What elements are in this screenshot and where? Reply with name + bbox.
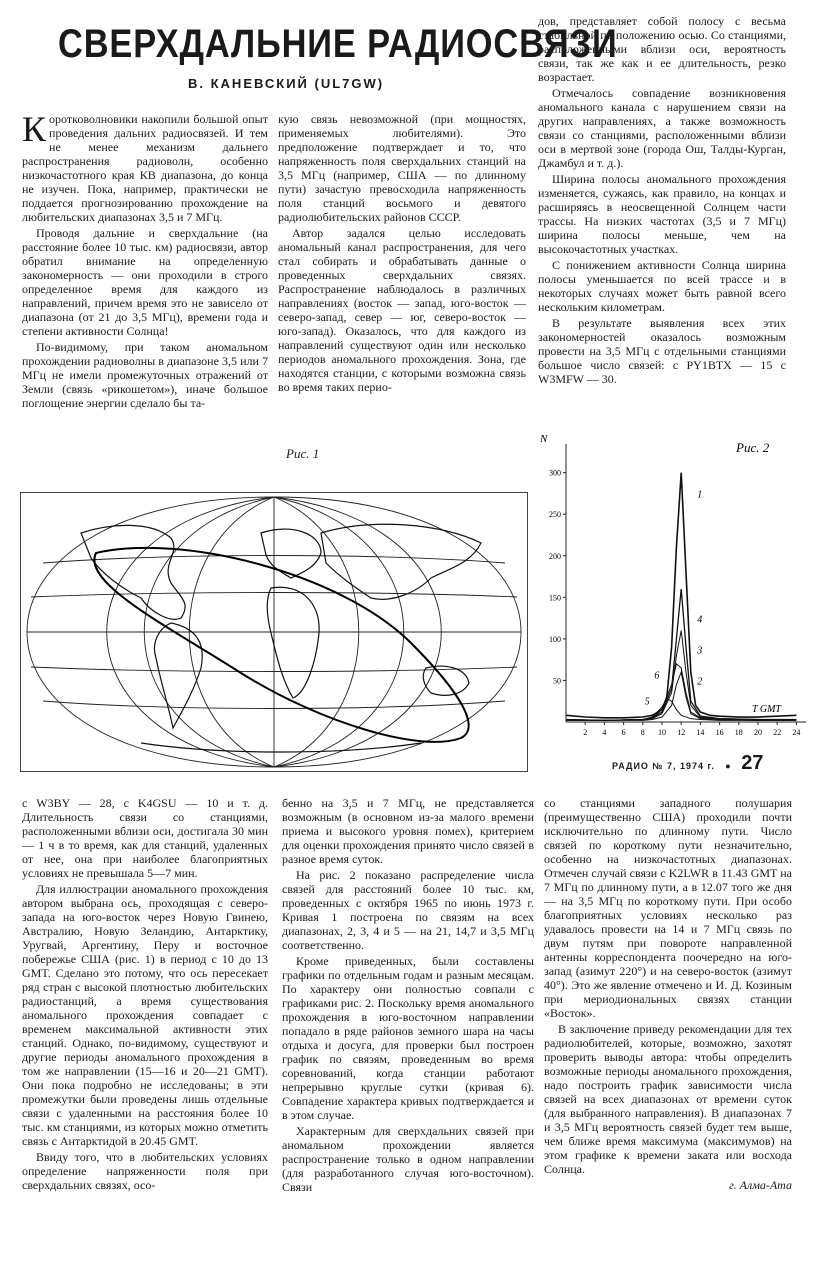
paragraph: В результате выявления всех этих законом… [538, 316, 786, 386]
paragraph: Автор задался целью исследовать аномальн… [278, 226, 526, 394]
series-line-1 [565, 472, 797, 719]
figure-1-caption: Рис. 1 [286, 446, 320, 461]
paragraph: По-видимому, при таком аномальном прохож… [22, 340, 268, 410]
page-footer: РАДИО № 7, 1974 г. ● 27 [612, 752, 763, 775]
x-axis-label: T GMT [752, 704, 782, 715]
y-axis-label: N [539, 433, 548, 445]
world-map-svg [26, 496, 522, 768]
x-tick-label: 16 [716, 728, 724, 737]
page-number: 27 [741, 752, 764, 774]
paragraph: дов, представляет собой полосу с весьма … [538, 14, 786, 84]
paragraph: с W3BY — 28, с K4GSU — 10 и т. д. Длител… [22, 796, 268, 880]
paragraph: кую связь невозможной (при мощностях, пр… [278, 112, 526, 224]
bullet-icon: ● [725, 761, 731, 771]
series-label: 5 [645, 697, 650, 708]
series-label: 4 [697, 614, 702, 625]
figure-2-caption: Рис. 2 [735, 440, 770, 455]
x-tick-label: 2 [583, 728, 587, 737]
x-tick-label: 6 [622, 728, 626, 737]
x-tick-label: 10 [658, 728, 666, 737]
x-tick-label: 22 [773, 728, 781, 737]
paragraph: Кроме приведенных, были составлены графи… [282, 954, 534, 1122]
y-tick-label: 100 [549, 635, 561, 644]
paragraph: бенно на 3,5 и 7 МГц, не представляется … [282, 796, 534, 866]
y-tick-label: 50 [553, 676, 561, 685]
x-tick-label: 20 [754, 728, 762, 737]
paragraph: На рис. 2 показано распределение числа с… [282, 868, 534, 952]
paragraph: Отмечалось совпадение возникновения аном… [538, 86, 786, 170]
paragraph: С понижением активности Солнца ширина по… [538, 258, 786, 314]
article-title: СВЕРХДАЛЬНИЕ РАДИОСВЯЗИ [58, 22, 618, 66]
paragraph: Для иллюстрации аномального прохождения … [22, 882, 268, 1148]
x-tick-label: 12 [677, 728, 685, 737]
column-6: со станциями западного полушария (преиму… [544, 796, 792, 1252]
series-label: 2 [697, 677, 702, 688]
figure-1-map [20, 492, 528, 772]
column-4: с W3BY — 28, с K4GSU — 10 и т. д. Длител… [22, 796, 268, 1244]
magazine-info: РАДИО № 7, 1974 г. [612, 761, 715, 771]
drop-cap: К [22, 112, 47, 149]
column-3: дов, представляет собой полосу с весьма … [538, 14, 786, 418]
article-author: В. КАНЕВСКИЙ (UL7GW) [188, 76, 385, 91]
paragraph: В заключение приведу рекомендации для те… [544, 1022, 792, 1176]
x-tick-label: 18 [735, 728, 743, 737]
signoff: г. Алма-Ата [729, 1178, 792, 1192]
paragraph: Характерным для сверхдальних связей при … [282, 1124, 534, 1194]
paragraph: Ввиду того, что в любительских условиях … [22, 1150, 268, 1192]
series-label: 1 [697, 490, 702, 501]
y-tick-label: 150 [549, 593, 561, 602]
y-tick-label: 200 [549, 552, 561, 561]
column-5: бенно на 3,5 и 7 МГц, не представляется … [282, 796, 534, 1244]
paragraph: Ширина полосы аномального прохождения из… [538, 172, 786, 256]
paragraph: оротковолновики накопили большой опыт пр… [22, 112, 268, 224]
x-tick-label: 14 [696, 728, 704, 737]
paragraph: со станциями западного полушария (преиму… [544, 796, 792, 1020]
y-tick-label: 300 [549, 469, 561, 478]
x-tick-label: 4 [602, 728, 606, 737]
series-label: 3 [696, 645, 702, 656]
column-2: кую связь невозможной (при мощностях, пр… [278, 112, 526, 408]
x-tick-label: 8 [641, 728, 645, 737]
figure-2-chart: N T GMT Рис. 2 2 4 6 8 10 12 14 16 18 20 22 24 50 100… [536, 426, 816, 770]
series-label: 6 [654, 670, 659, 681]
y-tick-label: 250 [549, 510, 561, 519]
chart-svg: N T GMT Рис. 2 2 4 6 8 10 12 14 16 18 20 22 2450100… [539, 433, 806, 737]
x-tick-label: 24 [792, 728, 800, 737]
paragraph: Проводя дальние и сверхдальние (на расст… [22, 226, 268, 338]
series-line-4 [565, 588, 797, 721]
series-line-6 [566, 662, 797, 721]
